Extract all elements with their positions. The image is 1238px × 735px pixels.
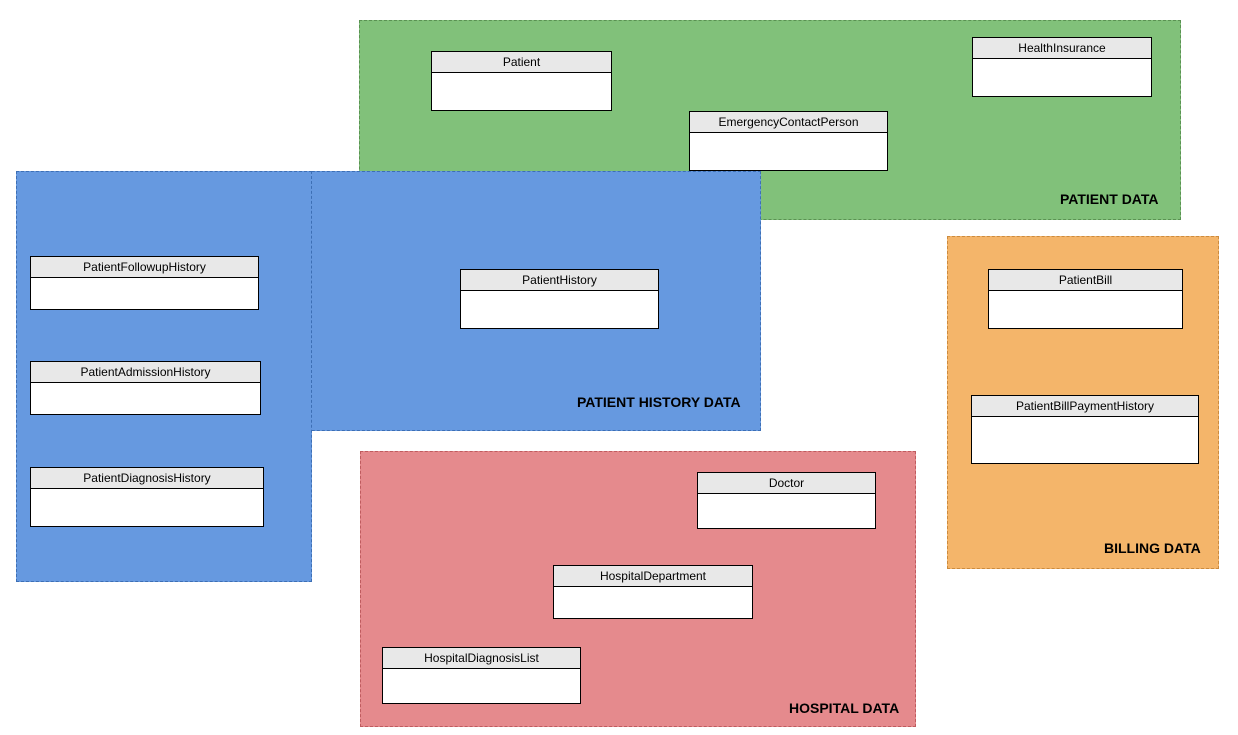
entity-body-patient (432, 73, 611, 111)
container-label-hospital-data: HOSPITAL DATA (789, 700, 899, 716)
entity-hospital-diagnosis-list: HospitalDiagnosisList (382, 647, 581, 704)
entity-emergency-contact: EmergencyContactPerson (689, 111, 888, 171)
entity-header-patient-bill-payment-history: PatientBillPaymentHistory (972, 396, 1198, 417)
entity-header-doctor: Doctor (698, 473, 875, 494)
entity-patient-followup-history: PatientFollowupHistory (30, 256, 259, 310)
entity-header-patient-bill: PatientBill (989, 270, 1182, 291)
entity-body-emergency-contact (690, 133, 887, 171)
entity-header-hospital-diagnosis-list: HospitalDiagnosisList (383, 648, 580, 669)
entity-header-patient-followup-history: PatientFollowupHistory (31, 257, 258, 278)
entity-body-patient-admission-history (31, 383, 260, 418)
entity-header-patient-diagnosis-history: PatientDiagnosisHistory (31, 468, 263, 489)
entity-header-patient: Patient (432, 52, 611, 73)
entity-patient-diagnosis-history: PatientDiagnosisHistory (30, 467, 264, 527)
container-label-patient-history-data: PATIENT HISTORY DATA (577, 394, 741, 410)
entity-header-emergency-contact: EmergencyContactPerson (690, 112, 887, 133)
entity-patient-history: PatientHistory (460, 269, 659, 329)
entity-health-insurance: HealthInsurance (972, 37, 1152, 97)
entity-body-doctor (698, 494, 875, 529)
entity-header-hospital-department: HospitalDepartment (554, 566, 752, 587)
entity-patient: Patient (431, 51, 612, 111)
container-label-billing-data: BILLING DATA (1104, 540, 1201, 556)
entity-body-patient-history (461, 291, 658, 329)
entity-patient-bill-payment-history: PatientBillPaymentHistory (971, 395, 1199, 464)
entity-body-patient-bill-payment-history (972, 417, 1198, 464)
entity-body-health-insurance (973, 59, 1151, 97)
entity-hospital-department: HospitalDepartment (553, 565, 753, 619)
entity-header-patient-history: PatientHistory (461, 270, 658, 291)
entity-body-hospital-department (554, 587, 752, 622)
entity-body-patient-followup-history (31, 278, 258, 313)
entity-patient-admission-history: PatientAdmissionHistory (30, 361, 261, 415)
entity-header-patient-admission-history: PatientAdmissionHistory (31, 362, 260, 383)
entity-header-health-insurance: HealthInsurance (973, 38, 1151, 59)
container-label-patient-data: PATIENT DATA (1060, 191, 1159, 207)
entity-doctor: Doctor (697, 472, 876, 529)
entity-patient-bill: PatientBill (988, 269, 1183, 329)
entity-body-patient-bill (989, 291, 1182, 329)
entity-body-patient-diagnosis-history (31, 489, 263, 527)
entity-body-hospital-diagnosis-list (383, 669, 580, 704)
